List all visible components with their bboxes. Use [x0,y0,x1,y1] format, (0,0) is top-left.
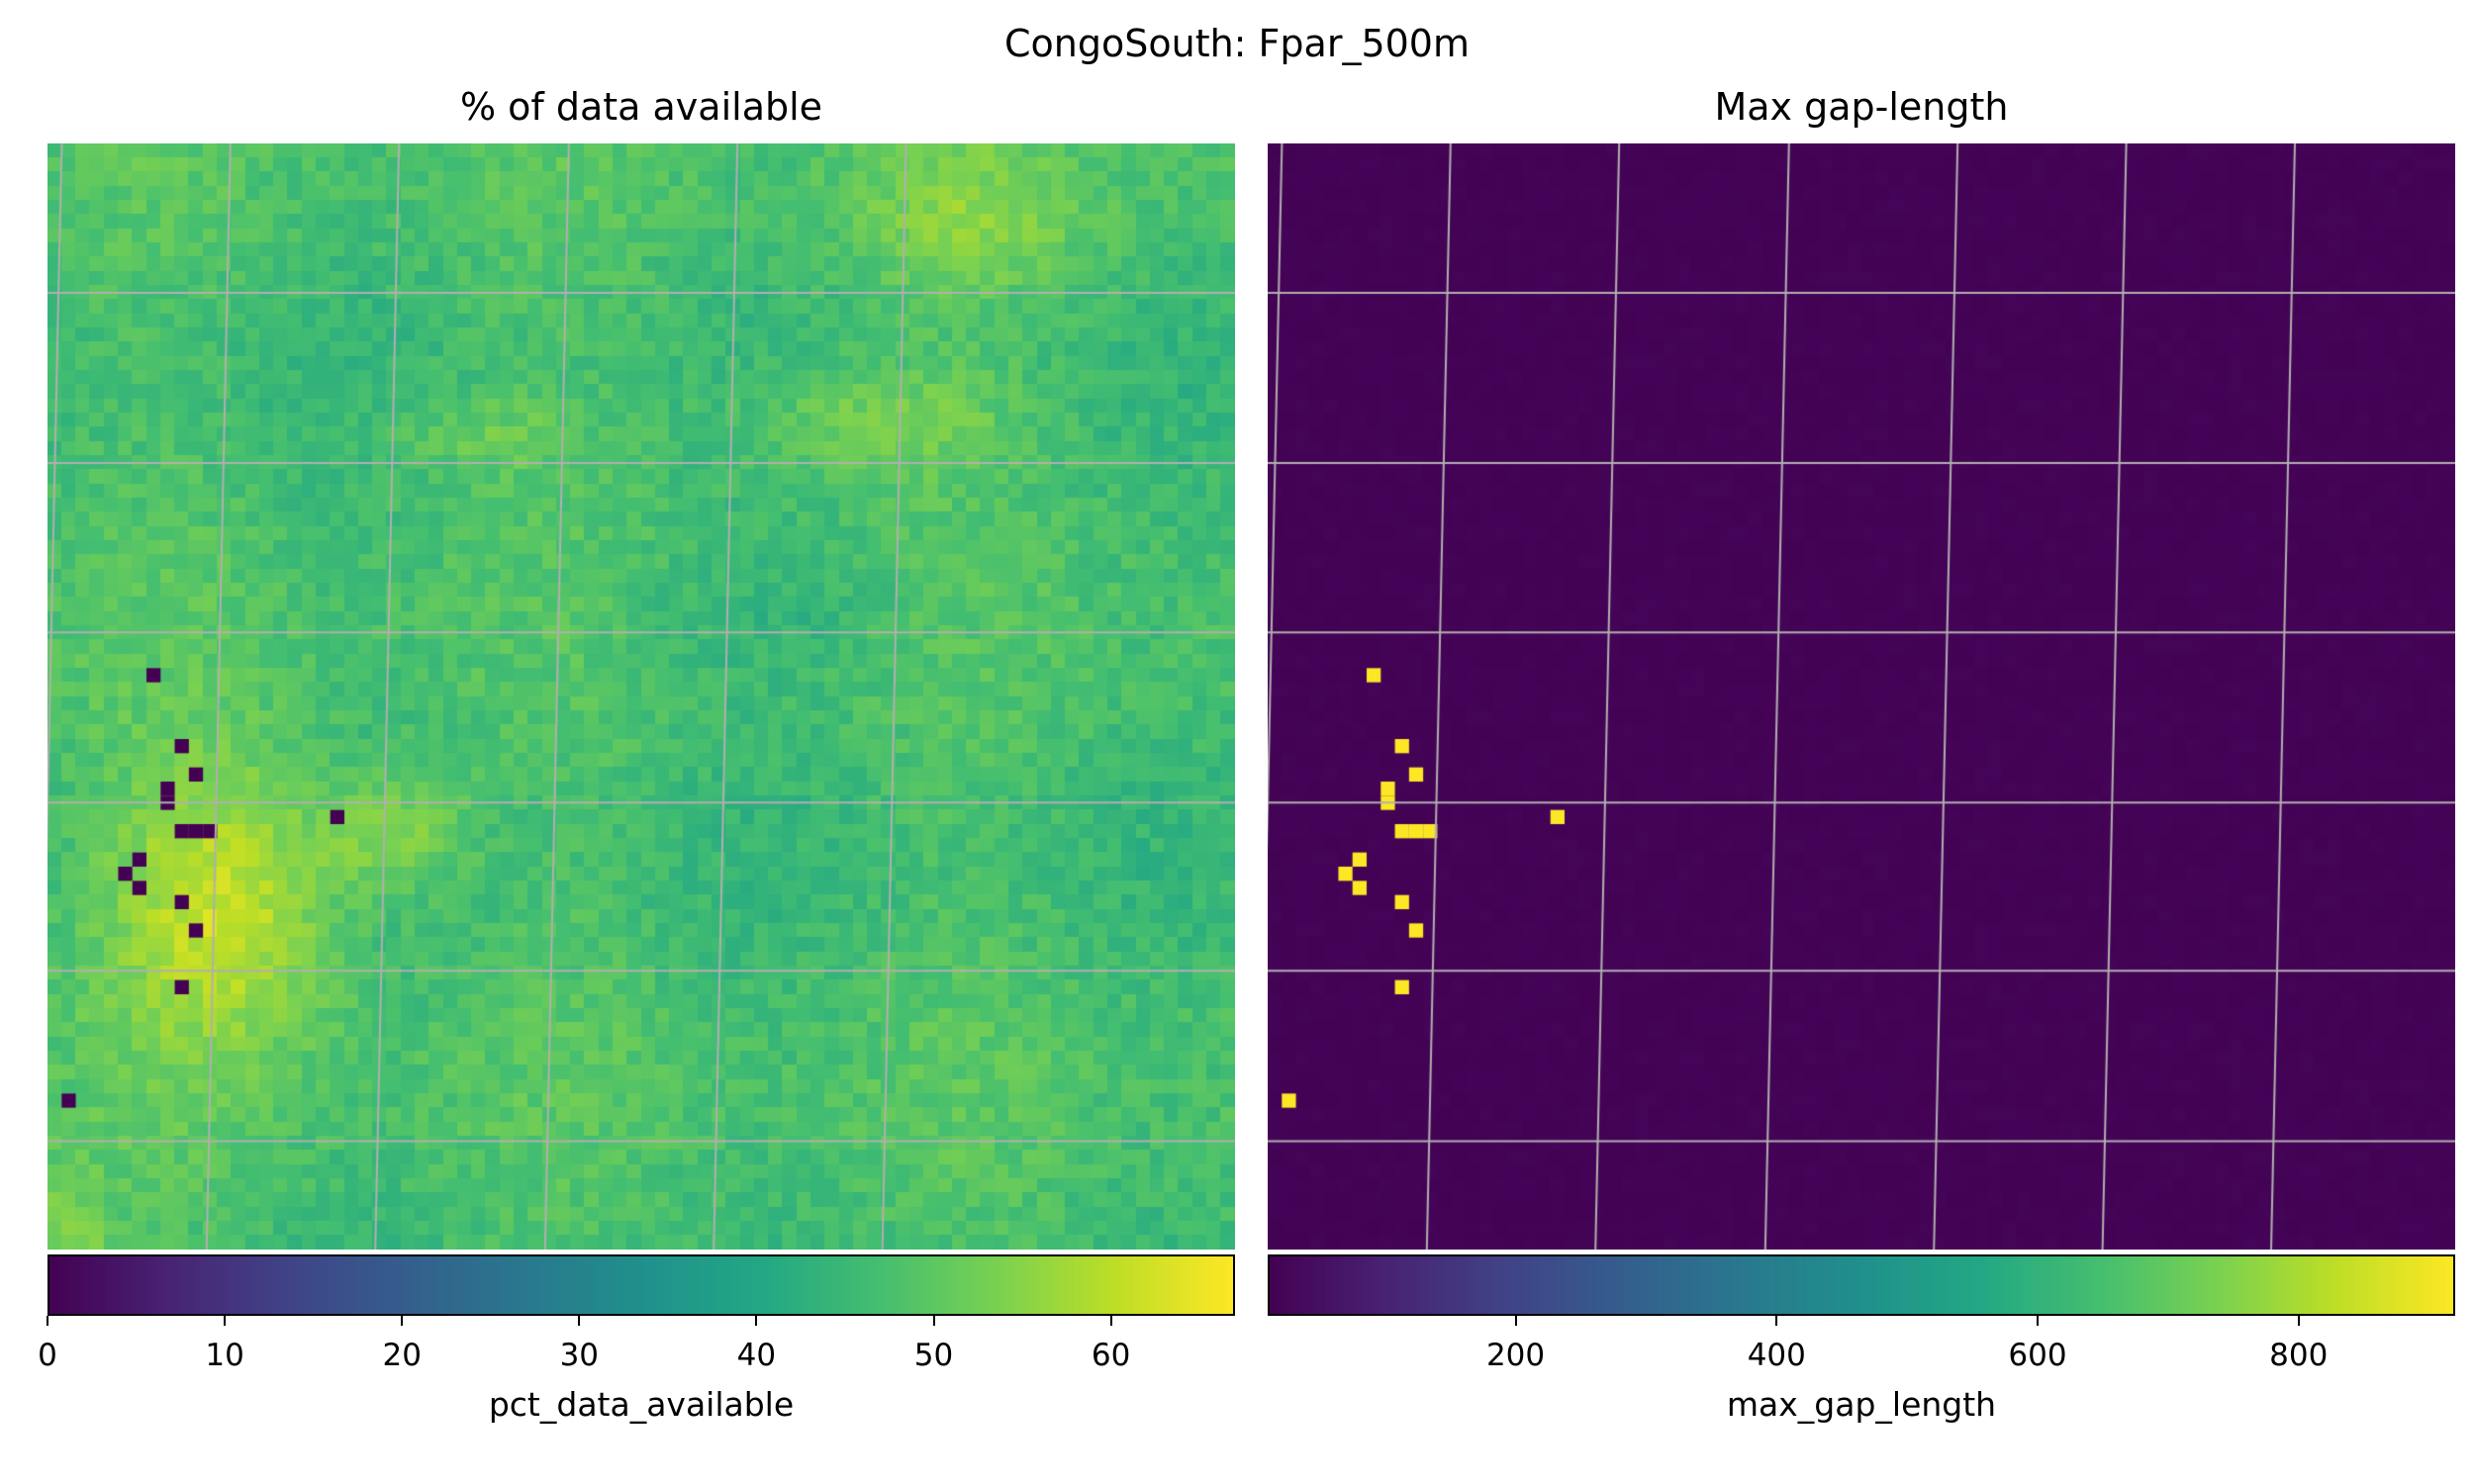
colorbar-tick-label: 200 [1485,1338,1546,1373]
max-gap-length-colorbar [1268,1254,2455,1316]
colorbar-tick-label: 40 [736,1338,777,1373]
colorbar-tick-label: 400 [1747,1338,1806,1373]
colorbar-tick-label: 60 [1091,1338,1131,1373]
colorbar-tick-label: 30 [559,1338,600,1373]
pct-data-available-colorbar [48,1254,1235,1316]
max-gap-length-map [1268,143,2455,1250]
pct-data-available-map [48,143,1235,1250]
colorbar-tick-label: 20 [382,1338,422,1373]
colorbar-tick-label: 800 [2269,1338,2329,1373]
colorbar-tick-label: 50 [913,1338,954,1373]
figure-title: CongoSouth: Fpar_500m [1004,22,1470,65]
left-colorbar-label: pct_data_available [488,1385,795,1424]
colorbar-tick-label: 600 [2008,1338,2067,1373]
colorbar-tick-label: 10 [205,1338,244,1373]
right-colorbar-label: max_gap_length [1726,1385,1997,1424]
right-panel-title: Max gap-length [1714,85,2009,129]
left-panel-title: % of data available [459,85,823,129]
colorbar-tick-label: 0 [38,1338,57,1373]
